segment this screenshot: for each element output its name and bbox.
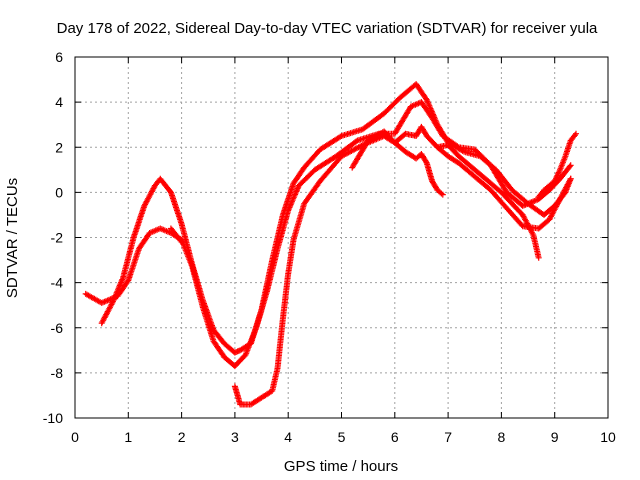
chart-title: Day 178 of 2022, Sidereal Day-to-day VTE… — [57, 20, 598, 37]
data-point-markers — [167, 225, 185, 245]
y-tick-label: -6 — [51, 320, 64, 336]
y-tick-label: 6 — [55, 49, 63, 65]
y-tick-label: -10 — [43, 410, 63, 426]
x-tick-label: 3 — [231, 429, 239, 445]
data-marks — [82, 81, 579, 408]
x-tick-label: 5 — [338, 429, 346, 445]
series-track-6 — [535, 130, 579, 200]
x-tick-label: 9 — [551, 429, 559, 445]
x-tick-label: 10 — [600, 429, 616, 445]
data-point-markers — [535, 130, 579, 200]
x-tick-label: 7 — [444, 429, 452, 445]
x-axis-label: GPS time / hours — [284, 458, 398, 475]
axis-ticks — [74, 56, 609, 419]
series-track-7 — [167, 225, 185, 245]
y-tick-labels: -10 -8 -6 -4 -2 0 2 4 6 — [43, 49, 63, 426]
x-tick-label: 0 — [71, 429, 79, 445]
data-point-markers — [82, 99, 574, 370]
y-axis-label: SDTVAR / TECUs — [4, 178, 21, 298]
y-tick-label: 2 — [55, 139, 63, 155]
y-tick-label: 4 — [55, 94, 63, 110]
series-track-4 — [349, 128, 446, 198]
series-track-5 — [434, 142, 542, 261]
data-point-markers — [98, 81, 574, 356]
data-point-markers — [349, 128, 446, 198]
series-track-2 — [82, 99, 574, 370]
series-track-3 — [231, 123, 574, 408]
grid — [75, 57, 608, 418]
x-tick-label: 8 — [498, 429, 506, 445]
x-tick-label: 1 — [124, 429, 132, 445]
data-point-markers — [231, 123, 574, 408]
series-track-1 — [98, 81, 574, 356]
y-tick-label: 0 — [55, 184, 63, 200]
y-tick-label: -2 — [51, 230, 64, 246]
y-tick-label: -4 — [51, 275, 64, 291]
data-point-markers — [434, 142, 542, 261]
x-tick-label: 4 — [284, 429, 292, 445]
x-tick-label: 6 — [391, 429, 399, 445]
x-tick-label: 2 — [178, 429, 186, 445]
x-tick-labels: 0 1 2 3 4 5 6 7 8 9 10 — [71, 429, 616, 445]
y-tick-label: -8 — [51, 365, 64, 381]
